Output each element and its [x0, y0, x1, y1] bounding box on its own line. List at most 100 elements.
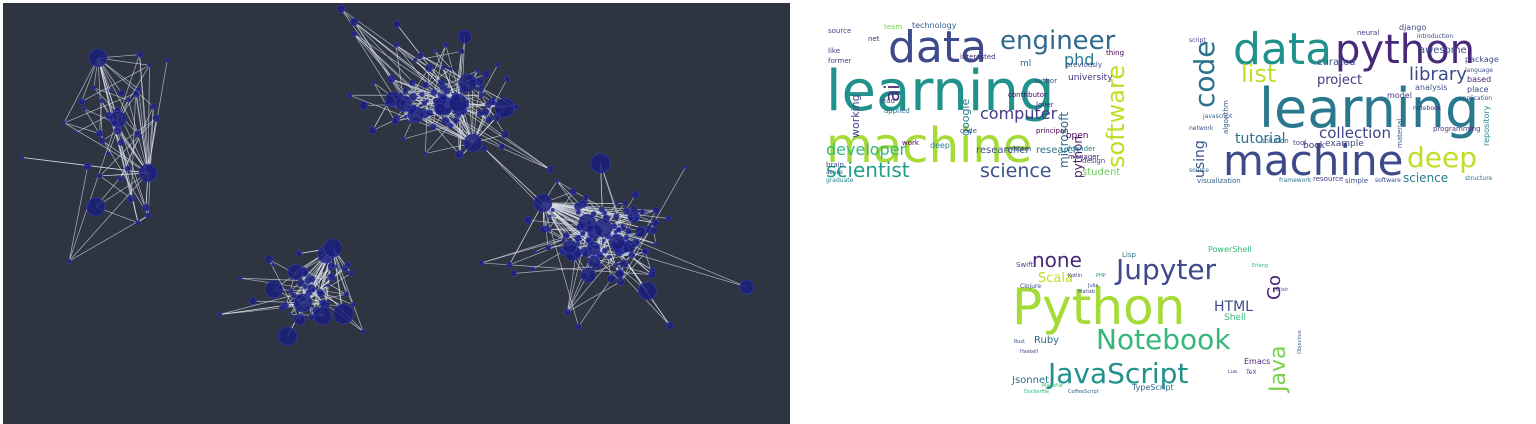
graph-node: [569, 188, 577, 196]
graph-node: [290, 292, 297, 299]
graph-node: [360, 329, 366, 334]
cloud-word: former: [828, 57, 852, 65]
cloud-word: Swift: [1016, 261, 1034, 269]
graph-node: [19, 155, 25, 160]
graph-node: [478, 260, 485, 266]
graph-edge: [84, 108, 149, 216]
graph-node: [313, 306, 332, 326]
graph-edge: [302, 272, 352, 304]
cloud-word: Lua: [1228, 369, 1237, 375]
graph-node: [297, 278, 305, 287]
graph-node: [264, 280, 283, 299]
graph-edge: [219, 289, 314, 315]
cloud-word: science: [980, 160, 1052, 182]
cloud-word: script: [1189, 37, 1206, 44]
graph-node: [606, 274, 616, 284]
wordcloud-bio: learning machine data engineer software …: [820, 18, 1140, 188]
cloud-word: notebook: [1413, 105, 1442, 112]
graph-node: [598, 253, 603, 258]
wordcloud-languages: Python JavaScript Notebook Jupyter none …: [1008, 244, 1318, 400]
graph-node: [628, 253, 632, 258]
graph-node: [287, 264, 304, 280]
graph-node: [409, 93, 418, 102]
graph-node: [344, 261, 351, 268]
graph-edge: [268, 259, 300, 320]
graph-edge: [64, 122, 100, 134]
cloud-word: working: [849, 94, 862, 138]
cloud-word: principal: [1036, 127, 1067, 135]
graph-nodes: [19, 4, 755, 347]
cloud-word: researcher: [976, 145, 1030, 156]
graph-node: [425, 99, 429, 103]
cloud-word: developer: [826, 140, 907, 159]
graph-node: [393, 42, 399, 48]
graph-node: [288, 312, 293, 316]
graph-node: [111, 119, 118, 126]
graph-edges: [22, 8, 747, 337]
cloud-word: none: [1032, 248, 1082, 272]
graph-node: [284, 304, 288, 308]
graph-edge: [481, 235, 568, 264]
graph-node: [117, 175, 124, 182]
graph-edge: [68, 166, 89, 262]
graph-node: [476, 110, 483, 117]
cloud-word: ml: [1020, 59, 1032, 69]
graph-node: [495, 62, 500, 68]
graph-edge: [63, 122, 149, 174]
cloud-word: curated: [1317, 57, 1356, 68]
graph-node: [401, 136, 406, 142]
graph-edge: [354, 33, 459, 104]
graph-node: [264, 255, 274, 264]
cloud-word: JavaScript: [1048, 357, 1189, 390]
graph-node: [477, 85, 485, 92]
cloud-word: design: [1082, 157, 1106, 165]
graph-node: [293, 313, 306, 326]
graph-node: [458, 48, 465, 55]
graph-node: [619, 259, 629, 268]
graph-node: [319, 299, 327, 308]
cloud-word: place: [1467, 85, 1489, 94]
graph-edge: [303, 268, 347, 295]
graph-node: [457, 29, 472, 44]
cloud-word: framework: [1279, 177, 1312, 184]
cloud-word: work: [902, 139, 919, 147]
graph-edge: [467, 82, 474, 144]
graph-node: [440, 65, 446, 70]
cloud-word: django: [1399, 23, 1427, 32]
graph-node: [639, 209, 646, 215]
graph-node: [506, 261, 513, 269]
graph-node: [481, 145, 488, 152]
graph-node: [573, 249, 582, 258]
graph-node: [554, 178, 560, 184]
graph-edge: [130, 93, 136, 199]
graph-edge: [93, 87, 129, 101]
graph-node: [277, 326, 298, 347]
graph-node: [510, 270, 517, 277]
wordcloud-repo: learning machine data python code deep l…: [1183, 18, 1511, 188]
graph-node: [683, 165, 688, 170]
cloud-word: package: [1465, 55, 1499, 64]
graph-node: [368, 126, 377, 135]
cloud-word: Julia: [1088, 283, 1099, 289]
cloud-word: technology: [912, 21, 957, 30]
graph-node: [501, 130, 509, 139]
cloud-word: collection: [1319, 124, 1391, 142]
graph-edge: [138, 89, 149, 174]
cloud-word: net: [868, 35, 880, 43]
graph-edge: [372, 103, 388, 131]
graph-node: [91, 85, 97, 91]
cloud-word: introduction: [1417, 33, 1454, 40]
graph-edge: [542, 202, 654, 232]
graph-node: [546, 165, 555, 174]
graph-node: [447, 122, 454, 129]
cloud-word: tutorial: [1235, 131, 1286, 147]
graph-edge: [332, 247, 364, 332]
graph-node: [350, 17, 359, 27]
graph-node: [308, 275, 316, 283]
graph-node: [293, 293, 313, 313]
graph-edge: [99, 175, 132, 199]
graph-edge: [484, 148, 544, 204]
graph-edge: [147, 106, 154, 174]
graph-node: [278, 304, 286, 312]
cloud-word: structure: [1465, 175, 1493, 182]
